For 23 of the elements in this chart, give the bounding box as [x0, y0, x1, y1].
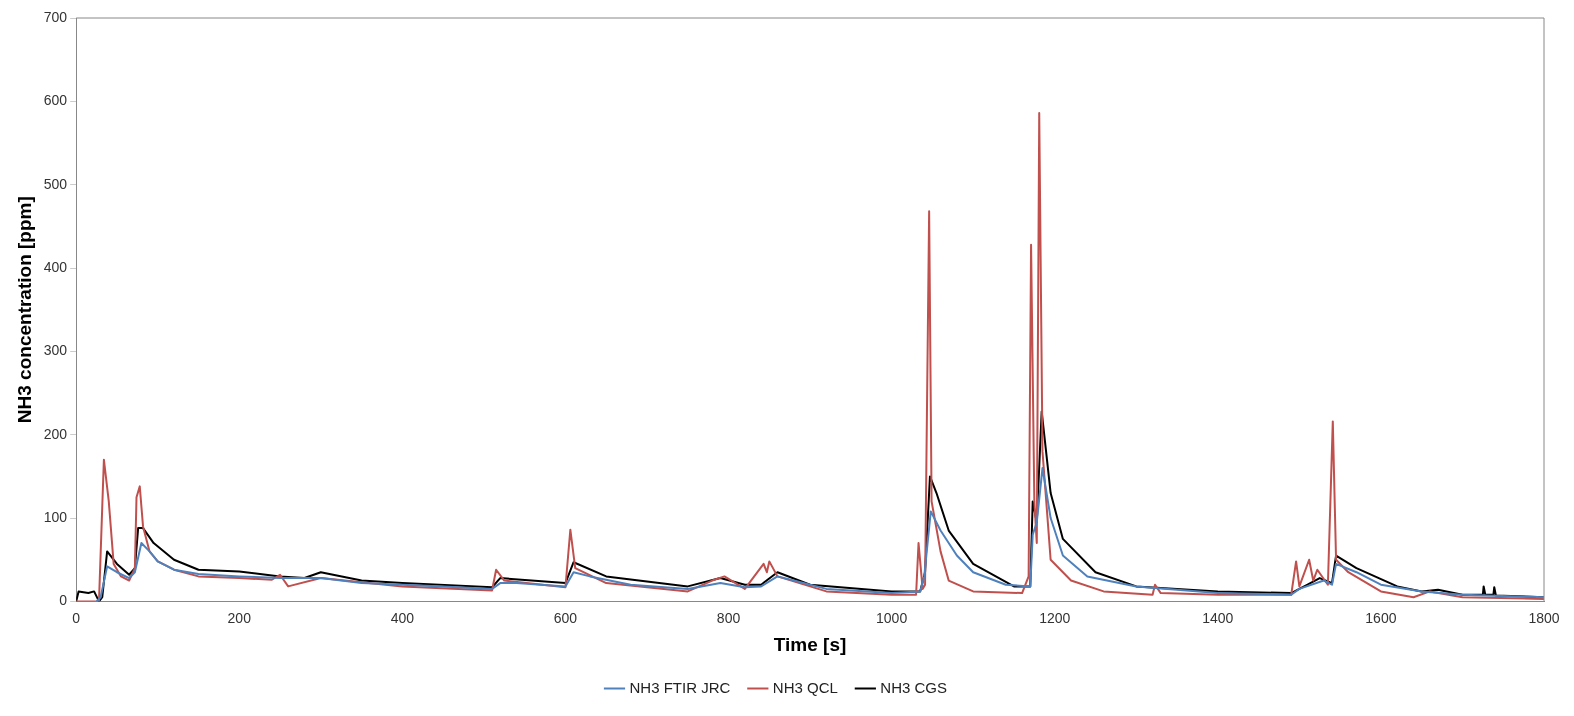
x-tick-label: 800	[716, 609, 741, 626]
x-axis-title: Time [s]	[773, 633, 847, 655]
x-tick-label: 200	[227, 609, 252, 626]
x-tick-label: 1800	[1528, 609, 1560, 626]
legend-label: NH3 CGS	[880, 678, 948, 696]
x-tick-label: 1000	[876, 609, 908, 626]
x-tick-label: 1600	[1365, 609, 1397, 626]
y-tick-label: 400	[43, 258, 68, 275]
legend-label: NH3 FTIR JRC	[629, 678, 731, 696]
y-tick-label: 700	[43, 8, 68, 25]
y-tick-label: 100	[43, 508, 68, 525]
y-tick-label: 0	[59, 592, 68, 609]
y-tick-label: 300	[43, 342, 68, 359]
y-tick-label: 600	[43, 92, 68, 109]
y-tick-label: 500	[43, 175, 68, 192]
x-tick-label: 1200	[1039, 609, 1071, 626]
legend-label: NH3 QCL	[772, 678, 838, 696]
x-tick-label: 600	[553, 609, 578, 626]
x-tick-label: 1400	[1202, 609, 1234, 626]
y-tick-label: 200	[43, 425, 68, 442]
x-tick-label: 400	[390, 609, 415, 626]
x-tick-label: 0	[72, 609, 81, 626]
y-axis-title: NH3 concentration [ppm]	[13, 196, 35, 424]
